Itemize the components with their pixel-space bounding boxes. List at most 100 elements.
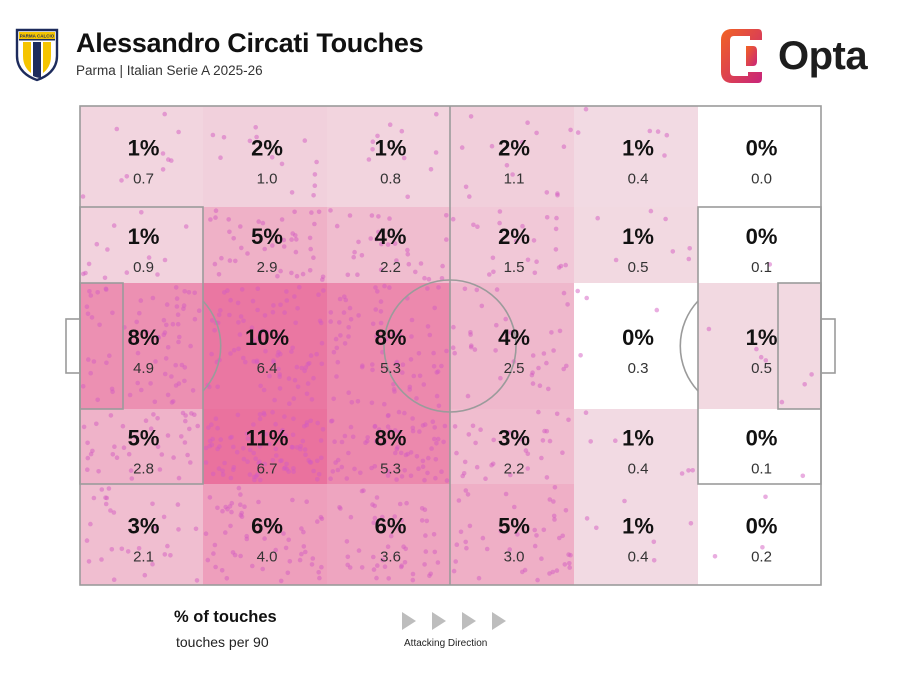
touch-dot <box>216 272 222 277</box>
touch-dot <box>80 194 86 199</box>
touch-dot <box>262 246 268 252</box>
touch-dot <box>304 420 310 425</box>
touch-dot <box>287 559 293 564</box>
legend-percent-label: % of touches <box>174 608 277 626</box>
touch-dot <box>497 209 503 214</box>
touch-dot <box>345 554 351 560</box>
heatmap-cell <box>574 409 698 484</box>
touch-dot <box>421 382 427 387</box>
touch-dot <box>430 419 436 425</box>
touch-dot <box>143 418 149 424</box>
cell-per90-label: 0.9 <box>133 259 154 276</box>
touch-dot <box>170 321 176 327</box>
touch-dot <box>272 397 277 403</box>
heatmap-cell <box>327 283 450 409</box>
touch-dot <box>405 247 410 253</box>
touch-dot <box>525 466 530 471</box>
touch-dot <box>663 216 668 222</box>
touch-dot <box>358 470 363 476</box>
cell-percent-label: 0% <box>622 325 654 350</box>
touch-dot <box>315 458 320 464</box>
touch-dot <box>308 418 314 424</box>
touch-dot <box>95 290 100 295</box>
touch-dot <box>154 525 159 530</box>
touch-dot <box>225 506 230 512</box>
touch-dot <box>686 468 691 473</box>
touch-dot <box>236 346 241 352</box>
touch-dot <box>436 403 442 409</box>
touch-dot <box>435 369 441 374</box>
touch-dot <box>177 334 182 340</box>
cell-percent-label: 1% <box>128 136 160 161</box>
touch-dot <box>136 546 142 551</box>
touch-dot <box>690 468 695 473</box>
touch-dot <box>410 416 415 421</box>
touch-dot <box>215 425 220 431</box>
touch-dot <box>491 269 496 275</box>
touch-dot <box>148 426 154 432</box>
touch-dot <box>542 428 547 434</box>
touch-dot <box>566 417 571 423</box>
touch-dot <box>431 350 436 356</box>
touch-dot <box>108 508 113 513</box>
touch-dot <box>155 335 161 340</box>
heatmap-cell <box>203 207 327 283</box>
touch-dot <box>654 307 660 313</box>
touch-dot <box>174 296 180 301</box>
touch-dot <box>408 473 414 479</box>
touch-dot <box>220 468 225 474</box>
touch-dot <box>262 461 268 467</box>
touch-dot <box>173 362 178 368</box>
touch-dot <box>188 343 193 349</box>
touch-dot <box>544 475 550 480</box>
touch-dot <box>315 477 320 482</box>
touch-dot <box>387 216 392 221</box>
touch-dot <box>779 399 785 405</box>
touch-dot <box>402 560 408 565</box>
touch-dot <box>365 435 371 440</box>
touch-dot <box>103 495 108 501</box>
touch-dot <box>394 477 399 482</box>
touch-dot <box>133 434 138 440</box>
touch-dot <box>95 397 100 403</box>
touch-dot <box>176 129 181 135</box>
touch-dot <box>256 219 262 224</box>
touch-dot <box>426 455 431 461</box>
touch-dot <box>316 472 322 477</box>
touch-dot <box>266 441 272 447</box>
touch-dot <box>332 439 337 445</box>
touch-dot <box>310 556 316 561</box>
touch-dot <box>304 499 310 505</box>
touch-dot <box>279 217 285 222</box>
cell-percent-label: 8% <box>375 426 407 451</box>
touch-dot <box>238 314 244 319</box>
touch-dot <box>564 363 569 369</box>
touch-dot <box>290 432 296 438</box>
touch-dot <box>464 545 469 551</box>
cell-percent-label: 1% <box>622 514 654 539</box>
touch-dot <box>81 424 87 430</box>
touch-dot <box>86 357 91 362</box>
touch-dot <box>270 458 276 463</box>
touch-dot <box>468 114 474 119</box>
touch-dot <box>568 127 573 133</box>
touch-dot <box>222 460 227 466</box>
touch-dot <box>382 401 387 407</box>
touch-dot <box>316 292 321 298</box>
touch-dot <box>159 452 165 457</box>
touch-dot <box>276 366 281 372</box>
touch-dot <box>497 220 502 226</box>
touch-dot <box>399 564 404 570</box>
touch-dot <box>289 349 294 354</box>
touch-dot <box>207 495 213 500</box>
touch-dot <box>404 500 409 506</box>
touch-dot <box>343 297 349 303</box>
touch-dot <box>320 277 325 282</box>
touch-dot <box>164 302 170 307</box>
touch-dot <box>196 308 202 314</box>
touch-dot <box>293 320 299 326</box>
cell-per90-label: 6.7 <box>257 461 278 478</box>
touch-dot <box>223 530 228 535</box>
touch-dot <box>150 295 156 301</box>
touch-dot <box>228 351 233 356</box>
